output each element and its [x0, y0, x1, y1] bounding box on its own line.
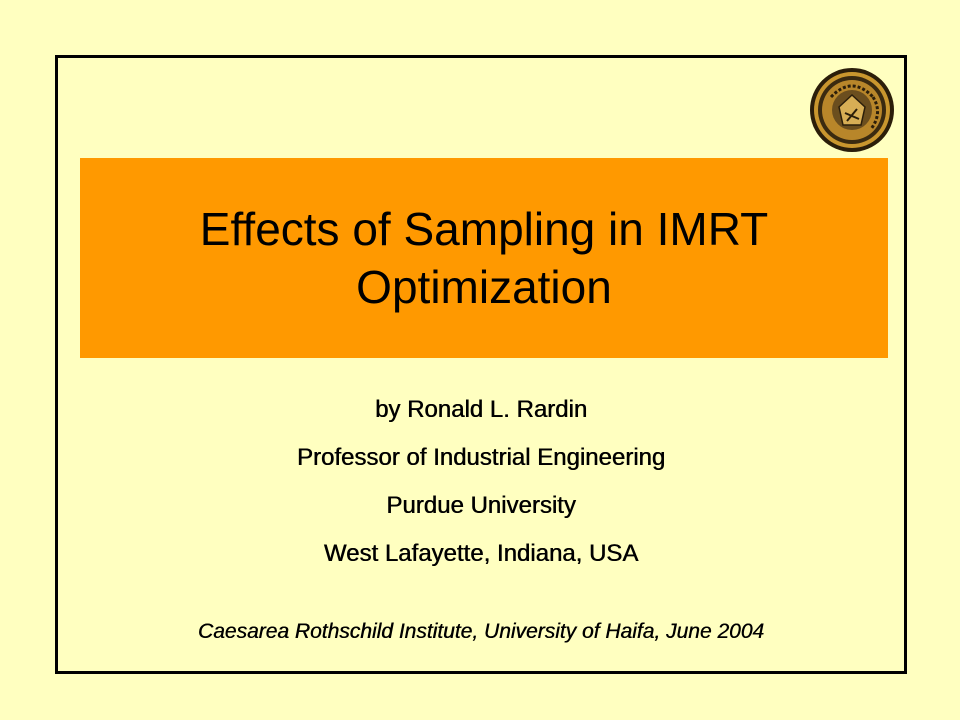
slide-title: Effects of Sampling in IMRT Optimization: [199, 203, 769, 313]
slide-frame: [55, 55, 907, 674]
author-block: by Ronald L. Rardin Professor of Industr…: [58, 386, 904, 578]
author-name: by Ronald L. Rardin: [374, 396, 588, 423]
author-position: Professor of Industrial Engineering: [296, 444, 666, 471]
venue-line: Caesarea Rothschild Institute, Universit…: [197, 620, 765, 643]
purdue-university-seal-icon: [810, 68, 894, 152]
author-institution: Purdue University: [386, 492, 576, 519]
title-banner: Effects of Sampling in IMRT Optimization: [80, 158, 888, 358]
author-location: West Lafayette, Indiana, USA: [323, 540, 639, 567]
